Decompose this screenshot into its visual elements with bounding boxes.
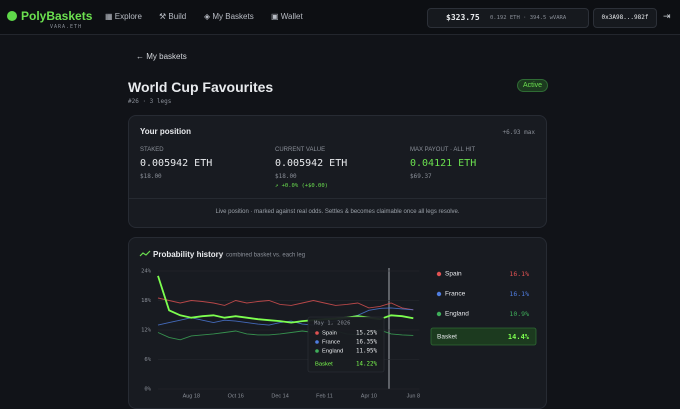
stat-usd: $18.00 [140, 173, 162, 180]
legend-dot [436, 291, 442, 297]
nav-text: Explore [114, 12, 142, 21]
stat-usd: $69.37 [410, 173, 432, 180]
back-link[interactable]: ← My baskets [136, 52, 187, 61]
nav-link[interactable]: ◈ My Baskets [204, 12, 254, 21]
legend-value: 10.9% [509, 310, 529, 318]
x-tick-label: Jun 8 [407, 393, 420, 399]
tooltip-dot [315, 331, 319, 335]
chart-subtitle: combined basket vs. each leg [226, 253, 305, 259]
position-card: Your position +6.93 max STAKED 0.005942 … [128, 115, 547, 228]
top-bar: PolyBaskets VARA.ETH ▦ Explore ⚒ Build ◈… [0, 0, 680, 35]
stat-label: CURRENT VALUE [275, 147, 326, 153]
tooltip-box [307, 316, 385, 373]
tooltip-value: 11.95% [356, 349, 377, 355]
basket-title: World Cup Favourites [128, 79, 274, 95]
legend-value: 16.1% [509, 290, 529, 298]
legend-name: Basket [437, 334, 457, 341]
max-multiplier: +6.93 max [502, 129, 535, 136]
tooltip-value: 15.25% [356, 331, 377, 337]
tooltip-name: England [322, 349, 343, 355]
legend-name: England [445, 311, 469, 318]
y-tick-label: 24% [141, 269, 152, 275]
balance-detail: 0.192 ETH · 394.5 wVARA [490, 15, 567, 21]
tooltip-name: Basket [315, 362, 333, 368]
series-line [157, 275, 414, 324]
stat-value: 0.005942 ETH [275, 158, 348, 169]
nav-link[interactable]: ▣ Wallet [271, 12, 303, 21]
x-tick-label: Feb 11 [316, 393, 333, 399]
tooltip-value: 16.35% [356, 340, 377, 346]
nav-text: My Baskets [212, 12, 254, 21]
stat-value: 0.04121 ETH [410, 158, 477, 169]
logout[interactable]: ⇥ [663, 11, 671, 21]
tooltip: May 1, 2026 Spain 15.25% France 16.35% Englan… [307, 316, 385, 373]
address[interactable]: 0x3A98...982f [593, 8, 657, 28]
position-note: Live position · marked against real odds… [215, 209, 460, 215]
back-text: My baskets [146, 52, 187, 61]
stat-usd: $18.00 [275, 173, 297, 180]
stat-label: MAX PAYOUT · ALL HIT [410, 147, 476, 153]
logo-icon [7, 11, 17, 21]
wallet-pill[interactable]: $323.75 0.192 ETH · 394.5 wVARA [427, 8, 589, 28]
basket-meta: #26 · 3 legs [128, 98, 172, 105]
tooltip-name: Spain [322, 331, 337, 337]
y-tick-label: 6% [144, 357, 151, 363]
legend-value: 14.4% [508, 333, 530, 341]
legend-value: 16.1% [509, 270, 529, 278]
legend-dot [436, 271, 442, 277]
tooltip-name: France [322, 340, 340, 346]
chart-icon [139, 250, 151, 257]
x-tick-label: Oct 16 [228, 393, 244, 399]
brand-sub: VARA.ETH [50, 24, 83, 30]
legend-highlight [430, 327, 537, 346]
tooltip-date: May 1, 2026 [314, 321, 350, 327]
nav-link[interactable]: ⚒ Build [159, 12, 187, 21]
x-tick-label: Aug 18 [183, 393, 200, 399]
chart: Probability history combined basket vs. … [139, 250, 537, 399]
tooltip-dot [315, 349, 319, 353]
y-tick-label: 0% [144, 387, 151, 393]
legend-dot [436, 311, 442, 317]
nav-text: Build [168, 12, 187, 21]
nav-link[interactable]: ▦ Explore [105, 12, 142, 21]
balance: $323.75 [446, 13, 480, 22]
legend-name: Spain [445, 271, 462, 278]
x-tick-label: Apr 10 [361, 393, 377, 399]
tooltip-dot [315, 340, 319, 344]
divider [129, 198, 546, 199]
stat-change: ↗ +0.0% (+$0.00) [275, 183, 328, 189]
y-tick-label: 18% [141, 298, 152, 304]
brand[interactable]: PolyBaskets [21, 9, 93, 23]
stat-label: STAKED [140, 147, 164, 153]
y-tick-label: 12% [141, 328, 152, 334]
position-title: Your position [140, 127, 191, 136]
chart-card: Probability history combined basket vs. … [128, 237, 547, 409]
nav-text: Wallet [280, 12, 303, 21]
stat-value: 0.005942 ETH [140, 158, 213, 169]
legend-name: France [445, 291, 466, 298]
chart-title: Probability history [153, 250, 224, 259]
status-badge: Active [517, 79, 549, 92]
tooltip-value: 14.22% [356, 362, 377, 368]
series-line [157, 297, 414, 311]
x-tick-label: Dec 14 [271, 393, 288, 399]
